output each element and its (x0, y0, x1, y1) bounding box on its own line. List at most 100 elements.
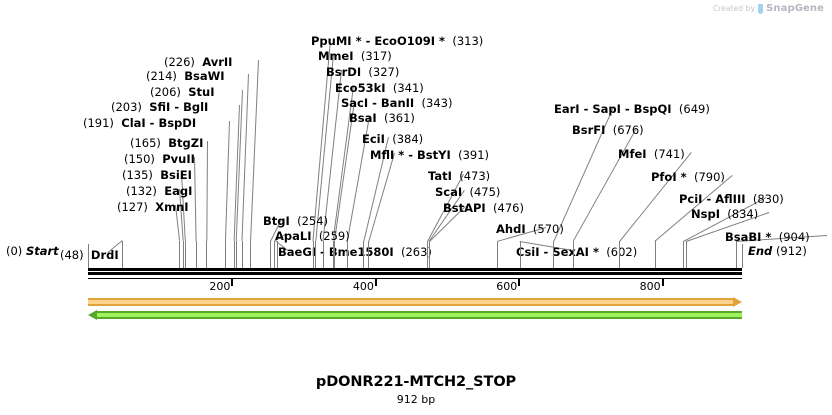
enzyme-position: (473) (459, 169, 491, 183)
enzyme-position: (226) (164, 55, 195, 69)
enzyme-names: BtgZI (168, 136, 204, 150)
enzyme-names: DrdI (90, 248, 119, 262)
enzyme-site-label[interactable]: BtgI (254) (263, 215, 328, 227)
site-tick (315, 241, 317, 268)
enzyme-site-label[interactable]: AhdI (570) (496, 223, 564, 235)
enzyme-site-label[interactable]: BsrDI (327) (326, 66, 399, 78)
site-tick (334, 241, 335, 268)
label-leader-line (572, 128, 637, 242)
site-tick (273, 241, 275, 268)
enzyme-site-label[interactable]: (132) EagI (126, 185, 192, 197)
enzyme-position: (570) (532, 222, 564, 236)
ruler-tick-label: 200 (209, 280, 231, 293)
site-tick (184, 241, 186, 268)
enzyme-names: EciI (362, 132, 385, 146)
enzyme-position: (361) (383, 111, 415, 125)
enzyme-site-label[interactable]: SacI - BanII (343) (341, 97, 452, 109)
site-tick (572, 241, 574, 268)
site-tick (276, 241, 278, 268)
enzyme-position: (191) (83, 116, 114, 130)
enzyme-site-label[interactable]: BaeGI - Bme1580I (263) (278, 246, 432, 258)
enzyme-site-label[interactable]: (135) BsiEI (122, 169, 192, 181)
enzyme-site-label[interactable]: ApaLI (259) (275, 230, 350, 242)
enzyme-site-label[interactable]: (127) XmnI (117, 201, 189, 213)
enzyme-site-label[interactable]: (48) DrdI (60, 249, 119, 261)
enzyme-site-label[interactable]: BsaI (361) (349, 112, 415, 124)
enzyme-site-label[interactable]: MfeI (741) (618, 148, 685, 160)
watermark-created-by-text: Created by (712, 4, 756, 13)
site-tick (122, 241, 124, 268)
enzyme-names: PfoI * (651, 170, 687, 184)
enzyme-site-label[interactable]: TatI (473) (428, 170, 490, 182)
site-tick (654, 241, 656, 268)
enzyme-position: (203) (111, 100, 142, 114)
enzyme-position: (475) (469, 185, 501, 199)
enzyme-names: BaeGI - Bme1580I (278, 245, 394, 259)
enzyme-site-label[interactable]: ScaI (475) (435, 186, 500, 198)
ruler-tick-label: 600 (496, 280, 518, 293)
sequence-start-text: Start (25, 244, 59, 258)
enzyme-site-label[interactable]: NspI (834) (691, 208, 758, 220)
enzyme-site-label[interactable]: (165) BtgZI (130, 137, 203, 149)
site-tick (619, 241, 621, 268)
enzyme-position: (834) (727, 207, 759, 221)
page-title: pDONR221-MTCH2_STOP (315, 374, 517, 390)
enzyme-site-label[interactable]: (191) ClaI - BspDI (83, 117, 196, 129)
enzyme-site-label[interactable]: MflI * - BstYI (391) (370, 149, 489, 161)
enzyme-names: AvrII (202, 55, 233, 69)
enzyme-site-label[interactable]: (226) AvrII (164, 56, 232, 68)
site-tick (182, 241, 184, 268)
site-tick (195, 241, 197, 268)
enzyme-position: (259) (318, 229, 350, 243)
site-tick (233, 241, 235, 268)
sequence-end-label: End (912) (748, 245, 807, 257)
enzyme-position: (206) (150, 85, 181, 99)
enzyme-site-label[interactable]: Eco53kI (341) (335, 82, 424, 94)
snapgene-bookmark-icon (758, 3, 764, 14)
enzyme-position: (327) (368, 65, 400, 79)
enzyme-site-label[interactable]: (150) PvuII (124, 153, 195, 165)
enzyme-site-label[interactable]: (206) StuI (150, 86, 215, 98)
enzyme-site-label[interactable]: EciI (384) (362, 133, 423, 145)
watermark-brand-name: SnapGene (766, 3, 824, 14)
snapgene-watermark: Created by SnapGene (713, 3, 824, 14)
site-tick (225, 241, 226, 268)
enzyme-names: EarI - SapI - BspQI (554, 102, 672, 116)
enzyme-position: (263) (400, 245, 432, 259)
enzyme-position: (649) (678, 102, 710, 116)
enzyme-position: (132) (126, 184, 157, 198)
enzyme-site-label[interactable]: BsrFI (676) (572, 124, 644, 136)
enzyme-names: ClaI - BspDI (121, 116, 197, 130)
enzyme-site-label[interactable]: BsaBI * (904) (725, 231, 810, 243)
enzyme-site-label[interactable]: (214) BsaWI (146, 70, 225, 82)
feature-arrow-body (97, 311, 742, 319)
enzyme-names: PvuII (162, 152, 195, 166)
enzyme-names: SacI - BanII (341, 96, 415, 110)
label-leader-line (250, 60, 259, 242)
enzyme-site-label[interactable]: PfoI * (790) (651, 171, 725, 183)
site-tick (322, 241, 324, 268)
enzyme-position: (904) (778, 230, 810, 244)
enzyme-site-label[interactable]: CsiI - SexAI * (602) (516, 246, 637, 258)
enzyme-site-label[interactable]: PpuMI * - EcoO109I * (313) (311, 35, 483, 47)
enzyme-position: (317) (360, 49, 392, 63)
reverse-feature-arrow[interactable] (0, 310, 832, 320)
enzyme-site-label[interactable]: BstAPI (476) (443, 202, 524, 214)
enzyme-site-label[interactable]: EarI - SapI - BspQI (649) (554, 103, 710, 115)
site-tick (241, 241, 243, 268)
site-tick (270, 241, 272, 268)
enzyme-position: (214) (146, 69, 177, 83)
feature-arrow-head (88, 310, 97, 320)
enzyme-site-label[interactable]: (203) SfiI - BglI (111, 101, 208, 113)
feature-arrow-head (733, 297, 742, 307)
enzyme-names: ApaLI (275, 229, 312, 243)
enzyme-position: (150) (124, 152, 155, 166)
enzyme-names: MfeI (618, 147, 647, 161)
forward-feature-arrow[interactable] (0, 297, 832, 307)
site-tick (368, 241, 370, 268)
enzyme-names: BtgI (263, 214, 290, 228)
enzyme-site-label[interactable]: MmeI (317) (318, 50, 392, 62)
site-tick (363, 241, 365, 268)
enzyme-site-label[interactable]: PciI - AflIII (830) (679, 193, 784, 205)
site-tick (428, 241, 430, 268)
